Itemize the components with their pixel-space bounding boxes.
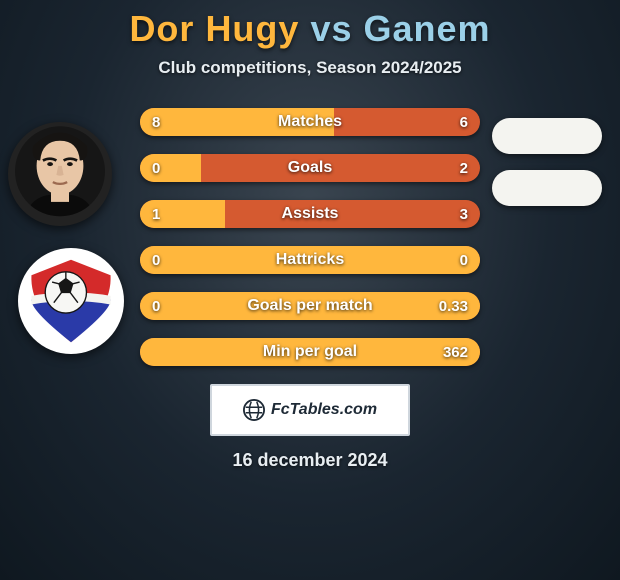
stat-row: 0Goals per match0.33 — [140, 292, 480, 320]
infographic-container: Dor Hugy vs Ganem Club competitions, Sea… — [0, 0, 620, 580]
source-badge-text: FcTables.com — [271, 401, 377, 419]
stat-value-right: 2 — [448, 154, 480, 182]
title-player1: Dor Hugy — [129, 8, 299, 49]
stat-value-right: 0 — [448, 246, 480, 274]
title: Dor Hugy vs Ganem — [0, 8, 620, 50]
source-badge: FcTables.com — [210, 384, 410, 436]
player1-pill — [492, 118, 602, 154]
stat-value-right: 6 — [448, 108, 480, 136]
club-logo-icon — [28, 258, 114, 344]
stat-value-right: 362 — [431, 338, 480, 366]
stat-row: 0Hattricks0 — [140, 246, 480, 274]
stat-row: 8Matches6 — [140, 108, 480, 136]
stat-value-right: 3 — [448, 200, 480, 228]
stat-value-right: 0.33 — [427, 292, 480, 320]
person-silhouette-icon — [15, 124, 105, 224]
stat-label: Hattricks — [140, 246, 480, 274]
stat-row: 0Goals2 — [140, 154, 480, 182]
stat-label: Goals — [140, 154, 480, 182]
stat-row: 1Assists3 — [140, 200, 480, 228]
fctables-logo-icon — [243, 399, 265, 421]
title-player2: Ganem — [364, 8, 491, 49]
stat-label: Assists — [140, 200, 480, 228]
subtitle: Club competitions, Season 2024/2025 — [0, 58, 620, 78]
player1-avatar — [8, 122, 112, 226]
player2-pill — [492, 170, 602, 206]
club-logo — [18, 248, 124, 354]
stat-label: Matches — [140, 108, 480, 136]
date-text: 16 december 2024 — [0, 450, 620, 471]
title-vs: vs — [310, 8, 352, 49]
stat-label: Min per goal — [140, 338, 480, 366]
stat-row: Min per goal362 — [140, 338, 480, 366]
